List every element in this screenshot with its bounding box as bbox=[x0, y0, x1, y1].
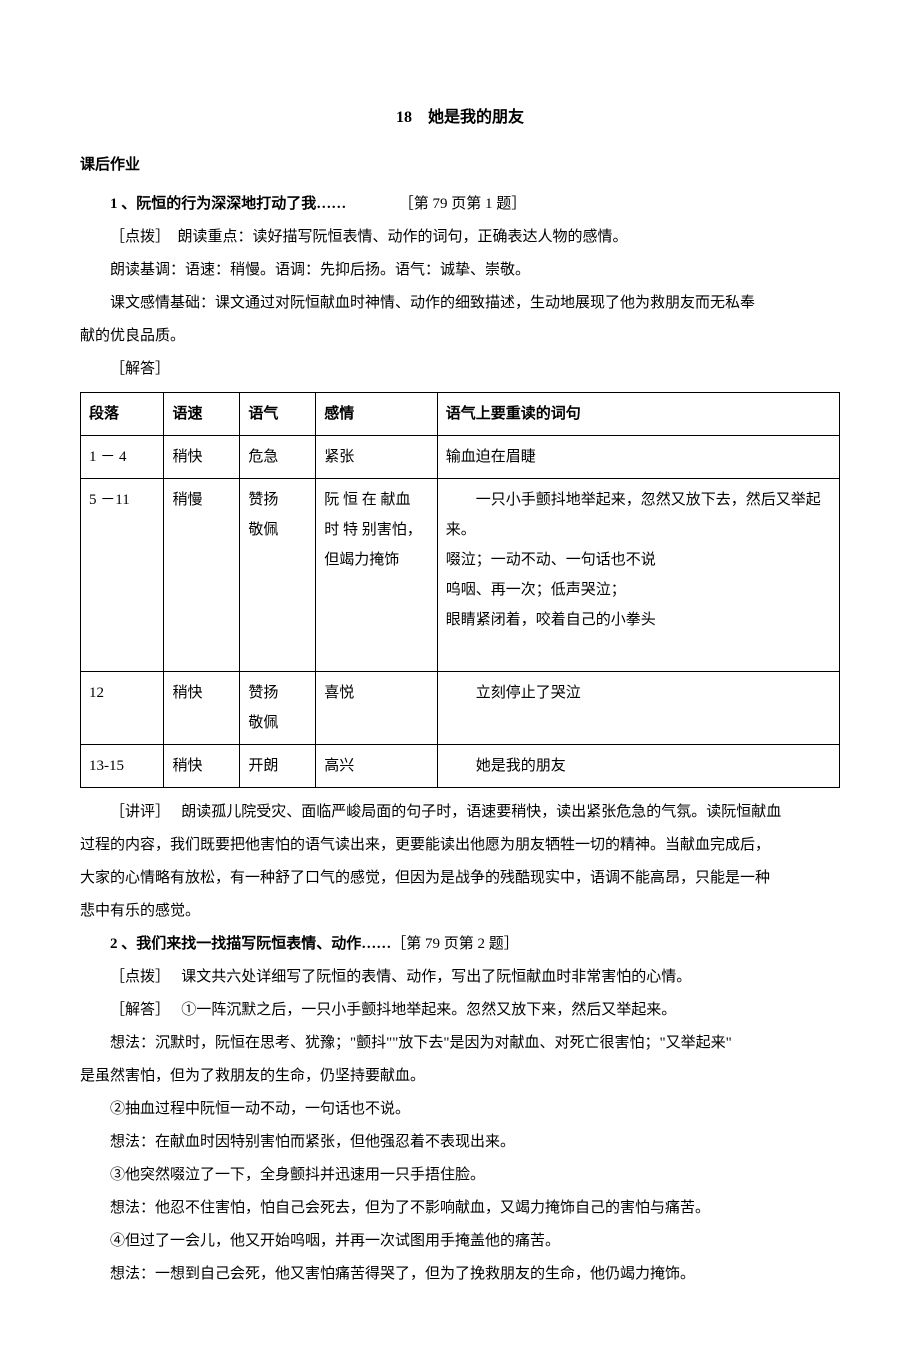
table-cell: 危急 bbox=[240, 436, 316, 479]
th-emphasis: 语气上要重读的词句 bbox=[437, 393, 839, 436]
q2-tip: ［点拨］ 课文共六处详细写了阮恒的表情、动作，写出了阮恒献血时非常害怕的心情。 bbox=[80, 961, 840, 994]
table-header-row: 段落 语速 语气 感情 语气上要重读的词句 bbox=[81, 393, 840, 436]
table-cell: 5 －11 bbox=[81, 479, 164, 672]
table-cell: 立刻停止了哭泣 bbox=[437, 672, 839, 745]
table-cell: 喜悦 bbox=[316, 672, 437, 745]
comment-tag: ［讲评］ bbox=[110, 804, 163, 820]
lesson-title: 18 她是我的朋友 bbox=[80, 100, 840, 135]
table-cell: 1 － 4 bbox=[81, 436, 164, 479]
table-cell: 赞扬敬佩 bbox=[240, 479, 316, 672]
tip-text: 朗读重点：读好描写阮恒表情、动作的词句，正确表达人物的感情。 bbox=[163, 229, 628, 245]
comment-text-b: 过程的内容，我们既要把他害怕的语气读出来，更要能读出他愿为朋友牺牲一切的精神。当… bbox=[80, 829, 840, 862]
q2-think3: 想法：他忍不住害怕，怕自己会死去，但为了不影响献血，又竭力掩饰自己的害怕与痛苦。 bbox=[80, 1192, 840, 1225]
th-speed: 语速 bbox=[164, 393, 240, 436]
table-row: 13-15稍快开朗高兴 她是我的朋友 bbox=[81, 745, 840, 788]
q2-ans2: ②抽血过程中阮恒一动不动，一句话也不说。 bbox=[80, 1093, 840, 1126]
question-1-label: 1 、阮恒的行为深深地打动了我…… bbox=[110, 196, 346, 212]
question-2-label: 2 、我们来找一找描写阮恒表情、动作…… bbox=[110, 936, 391, 952]
table-cell: 稍慢 bbox=[164, 479, 240, 672]
q2-ans1-line: ［解答］ ①一阵沉默之后，一只小手颤抖地举起来。忽然又放下来，然后又举起来。 bbox=[80, 994, 840, 1027]
table-cell: 12 bbox=[81, 672, 164, 745]
table-cell: 赞扬敬佩 bbox=[240, 672, 316, 745]
table-cell: 稍快 bbox=[164, 436, 240, 479]
q2-think1-a: 想法：沉默时，阮恒在思考、犹豫；"颤抖""放下去"是因为对献血、对死亡很害怕；"… bbox=[80, 1027, 840, 1060]
question-1-ref-text: ［第 79 页第 1 题］ bbox=[399, 196, 527, 212]
table-row: 5 －11稍慢赞扬敬佩阮 恒 在 献血 时 特 别害怕，但竭力掩饰 一只小手颤抖… bbox=[81, 479, 840, 672]
tip-tag: ［点拨］ bbox=[110, 229, 163, 245]
q2-ans3: ③他突然啜泣了一下，全身颤抖并迅速用一只手捂住脸。 bbox=[80, 1159, 840, 1192]
q2-tip-tag: ［点拨］ bbox=[110, 969, 163, 985]
q2-ans4: ④但过了一会儿，他又开始呜咽，并再一次试图用手掩盖他的痛苦。 bbox=[80, 1225, 840, 1258]
table-cell: 13-15 bbox=[81, 745, 164, 788]
q1-tip: ［点拨］ 朗读重点：读好描写阮恒表情、动作的词句，正确表达人物的感情。 bbox=[80, 221, 840, 254]
question-1-ref bbox=[350, 196, 395, 212]
table-cell: 高兴 bbox=[316, 745, 437, 788]
table-row: 12稍快赞扬敬佩喜悦 立刻停止了哭泣 bbox=[81, 672, 840, 745]
question-1-line: 1 、阮恒的行为深深地打动了我…… ［第 79 页第 1 题］ bbox=[80, 188, 840, 221]
question-2-ref: ［第 79 页第 2 题］ bbox=[391, 936, 519, 952]
q1-base2a: 课文感情基础：课文通过对阮恒献血时神情、动作的细致描述，生动地展现了他为救朋友而… bbox=[80, 287, 840, 320]
table-cell: 稍快 bbox=[164, 745, 240, 788]
question-2-line: 2 、我们来找一找描写阮恒表情、动作……［第 79 页第 2 题］ bbox=[80, 928, 840, 961]
q2-ans-tag: ［解答］ bbox=[110, 1002, 163, 1018]
table-cell: 紧张 bbox=[316, 436, 437, 479]
comment-text-d: 悲中有乐的感觉。 bbox=[80, 895, 840, 928]
table-cell: 输血迫在眉睫 bbox=[437, 436, 839, 479]
q2-think4: 想法：一想到自己会死，他又害怕痛苦得哭了，但为了挽救朋友的生命，他仍竭力掩饰。 bbox=[80, 1258, 840, 1291]
table-cell: 开朗 bbox=[240, 745, 316, 788]
comment-text-a: 朗读孤儿院受灾、面临严峻局面的句子时，语速要稍快，读出紧张危急的气氛。读阮恒献血 bbox=[163, 804, 782, 820]
q1-base2b: 献的优良品质。 bbox=[80, 320, 840, 353]
comment-block: ［讲评］ 朗读孤儿院受灾、面临严峻局面的句子时，语速要稍快，读出紧张危急的气氛。… bbox=[80, 796, 840, 829]
q2-ans1: ①一阵沉默之后，一只小手颤抖地举起来。忽然又放下来，然后又举起来。 bbox=[163, 1002, 677, 1018]
q2-think2: 想法：在献血时因特别害怕而紧张，但他强忍着不表现出来。 bbox=[80, 1126, 840, 1159]
q1-base1: 朗读基调：语速：稍慢。语调：先抑后扬。语气：诚挚、崇敬。 bbox=[80, 254, 840, 287]
th-emotion: 感情 bbox=[316, 393, 437, 436]
table-row: 1 － 4稍快危急紧张输血迫在眉睫 bbox=[81, 436, 840, 479]
table-cell: 她是我的朋友 bbox=[437, 745, 839, 788]
th-tone: 语气 bbox=[240, 393, 316, 436]
comment-text-c: 大家的心情略有放松，有一种舒了口气的感觉，但因为是战争的残酷现实中，语调不能高昂… bbox=[80, 862, 840, 895]
table-cell: 稍快 bbox=[164, 672, 240, 745]
table-cell: 一只小手颤抖地举起来，忽然又放下去，然后又举起来。啜泣；一动不动、一句话也不说呜… bbox=[437, 479, 839, 672]
table-cell: 阮 恒 在 献血 时 特 别害怕，但竭力掩饰 bbox=[316, 479, 437, 672]
th-paragraph: 段落 bbox=[81, 393, 164, 436]
reading-analysis-table: 段落 语速 语气 感情 语气上要重读的词句 1 － 4稍快危急紧张输血迫在眉睫5… bbox=[80, 392, 840, 788]
q2-think1-b: 是虽然害怕，但为了救朋友的生命，仍坚持要献血。 bbox=[80, 1060, 840, 1093]
reading-table: 段落 语速 语气 感情 语气上要重读的词句 1 － 4稍快危急紧张输血迫在眉睫5… bbox=[80, 392, 840, 788]
q2-tip-text: 课文共六处详细写了阮恒的表情、动作，写出了阮恒献血时非常害怕的心情。 bbox=[163, 969, 692, 985]
q1-answer-tag: ［解答］ bbox=[80, 353, 840, 386]
section-header-homework: 课后作业 bbox=[80, 149, 840, 182]
